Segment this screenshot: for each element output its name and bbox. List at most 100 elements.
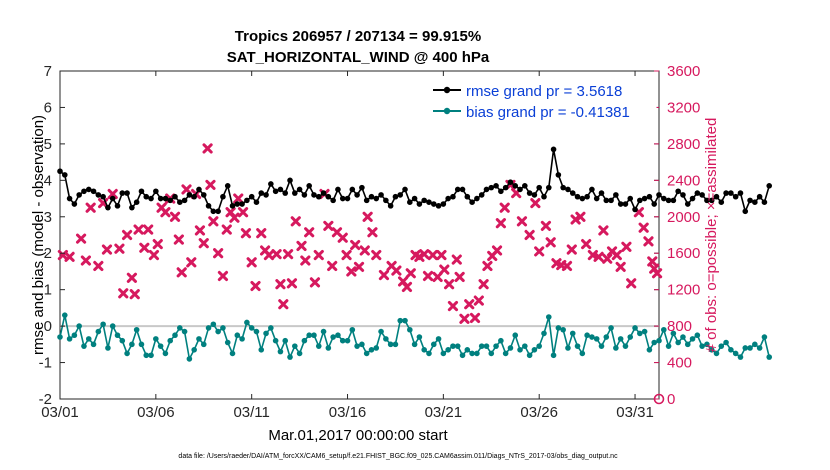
rmse-point	[632, 206, 638, 213]
obs-assimilated-marker	[419, 249, 430, 260]
bias-point	[181, 328, 188, 335]
bias-point	[157, 343, 164, 349]
bias-point	[239, 336, 245, 342]
rmse-point	[411, 195, 418, 202]
x-axis-label: Mar.01,2017 00:00:00 start	[268, 427, 448, 444]
bias-point	[167, 337, 174, 344]
right-tick-label: 0	[667, 391, 675, 408]
right-tick-label: 1200	[667, 282, 700, 299]
right-tick-label: 400	[667, 355, 692, 372]
rmse-point	[660, 195, 667, 202]
rmse-point	[296, 186, 303, 193]
rmse-point	[426, 199, 432, 205]
bias-point	[651, 339, 658, 346]
bias-point	[498, 337, 504, 344]
right-axis-label: # of obs: o=possible; ×=assimilated	[703, 118, 720, 353]
rmse-point	[646, 193, 653, 200]
rmse-point	[747, 197, 753, 204]
x-tick-label: 03/06	[137, 404, 175, 421]
left-tick-label: 4	[44, 172, 52, 189]
bias-point	[593, 336, 600, 342]
obs-assimilated-marker	[459, 313, 470, 324]
obs-assimilated-marker	[202, 143, 213, 154]
bias-point	[383, 336, 389, 342]
bias-point	[186, 356, 193, 362]
rmse-point	[684, 201, 691, 207]
bias-point	[311, 332, 317, 339]
obs-assimilated-marker	[323, 220, 334, 231]
bias-point	[344, 337, 351, 344]
bias-point	[613, 345, 619, 351]
bias-point	[469, 350, 475, 357]
rmse-point	[522, 183, 528, 189]
right-tick-label: 800	[667, 318, 692, 335]
rmse-point	[699, 192, 705, 198]
obs-assimilated-marker	[80, 255, 91, 266]
bias-point	[258, 347, 265, 353]
bias-point	[752, 341, 758, 348]
rmse-point	[637, 197, 643, 204]
bias-point	[177, 325, 183, 331]
bias-point	[114, 332, 121, 339]
obs-assimilated-marker	[566, 244, 577, 255]
rmse-point	[550, 146, 557, 153]
obs-assimilated-marker	[309, 277, 321, 288]
rmse-point	[493, 183, 499, 189]
rmse-point	[454, 186, 461, 193]
rmse-point	[569, 190, 576, 196]
bias-point	[493, 343, 499, 349]
rmse-point	[335, 186, 341, 193]
bias-point	[541, 330, 547, 337]
obs-assimilated-marker	[64, 251, 75, 262]
rmse-point	[157, 195, 164, 202]
rmse-point	[277, 186, 284, 193]
rmse-point	[220, 193, 226, 200]
obs-assimilated-marker	[263, 249, 275, 261]
legend: rmse grand pr = 3.5618 bias grand pr = -…	[427, 77, 657, 125]
rmse-point	[402, 186, 408, 193]
rmse-point	[450, 193, 456, 200]
bias-point	[71, 332, 78, 339]
bias-point	[416, 334, 423, 340]
obs-assimilated-marker	[121, 229, 133, 241]
bias-point	[603, 334, 610, 340]
obs-assimilated-marker	[133, 224, 144, 235]
obs-assimilated-marker	[143, 224, 154, 235]
bias-point	[766, 354, 773, 360]
rmse-point	[421, 197, 427, 204]
bias-point	[363, 350, 370, 357]
obs-assimilated-marker	[444, 279, 455, 290]
rmse-point	[498, 188, 504, 195]
obs-assimilated-marker	[602, 253, 613, 264]
rmse-point	[85, 186, 92, 193]
obs-assimilated-marker	[290, 216, 301, 227]
obs-assimilated-marker	[491, 245, 503, 256]
rmse-point	[224, 183, 231, 189]
bias-point	[684, 341, 691, 348]
right-tick-label: 3200	[667, 99, 700, 116]
obs-assimilated-marker	[473, 295, 484, 306]
rmse-point	[416, 201, 423, 207]
bias-point	[660, 326, 667, 333]
rmse-point	[579, 195, 586, 202]
bias-point	[124, 350, 130, 357]
obs-assimilated-marker	[422, 270, 434, 282]
obs-assimilated-marker	[129, 289, 140, 300]
x-tick-label: 03/11	[233, 404, 269, 421]
rmse-point	[608, 197, 614, 204]
rmse-point	[742, 208, 749, 215]
rmse-point	[61, 172, 68, 178]
rmse-point	[641, 195, 648, 202]
rmse-point	[536, 184, 542, 191]
bias-point	[507, 345, 514, 351]
bias-point	[349, 326, 356, 333]
bias-point	[742, 345, 749, 351]
rmse-point	[670, 197, 677, 204]
rmse-point	[766, 183, 773, 189]
bias-point	[368, 347, 375, 353]
obs-assimilated-marker	[152, 239, 163, 250]
obs-assimilated-marker	[405, 268, 416, 279]
bias-point	[622, 343, 629, 349]
rmse-point	[397, 192, 404, 198]
bias-point	[129, 341, 135, 348]
